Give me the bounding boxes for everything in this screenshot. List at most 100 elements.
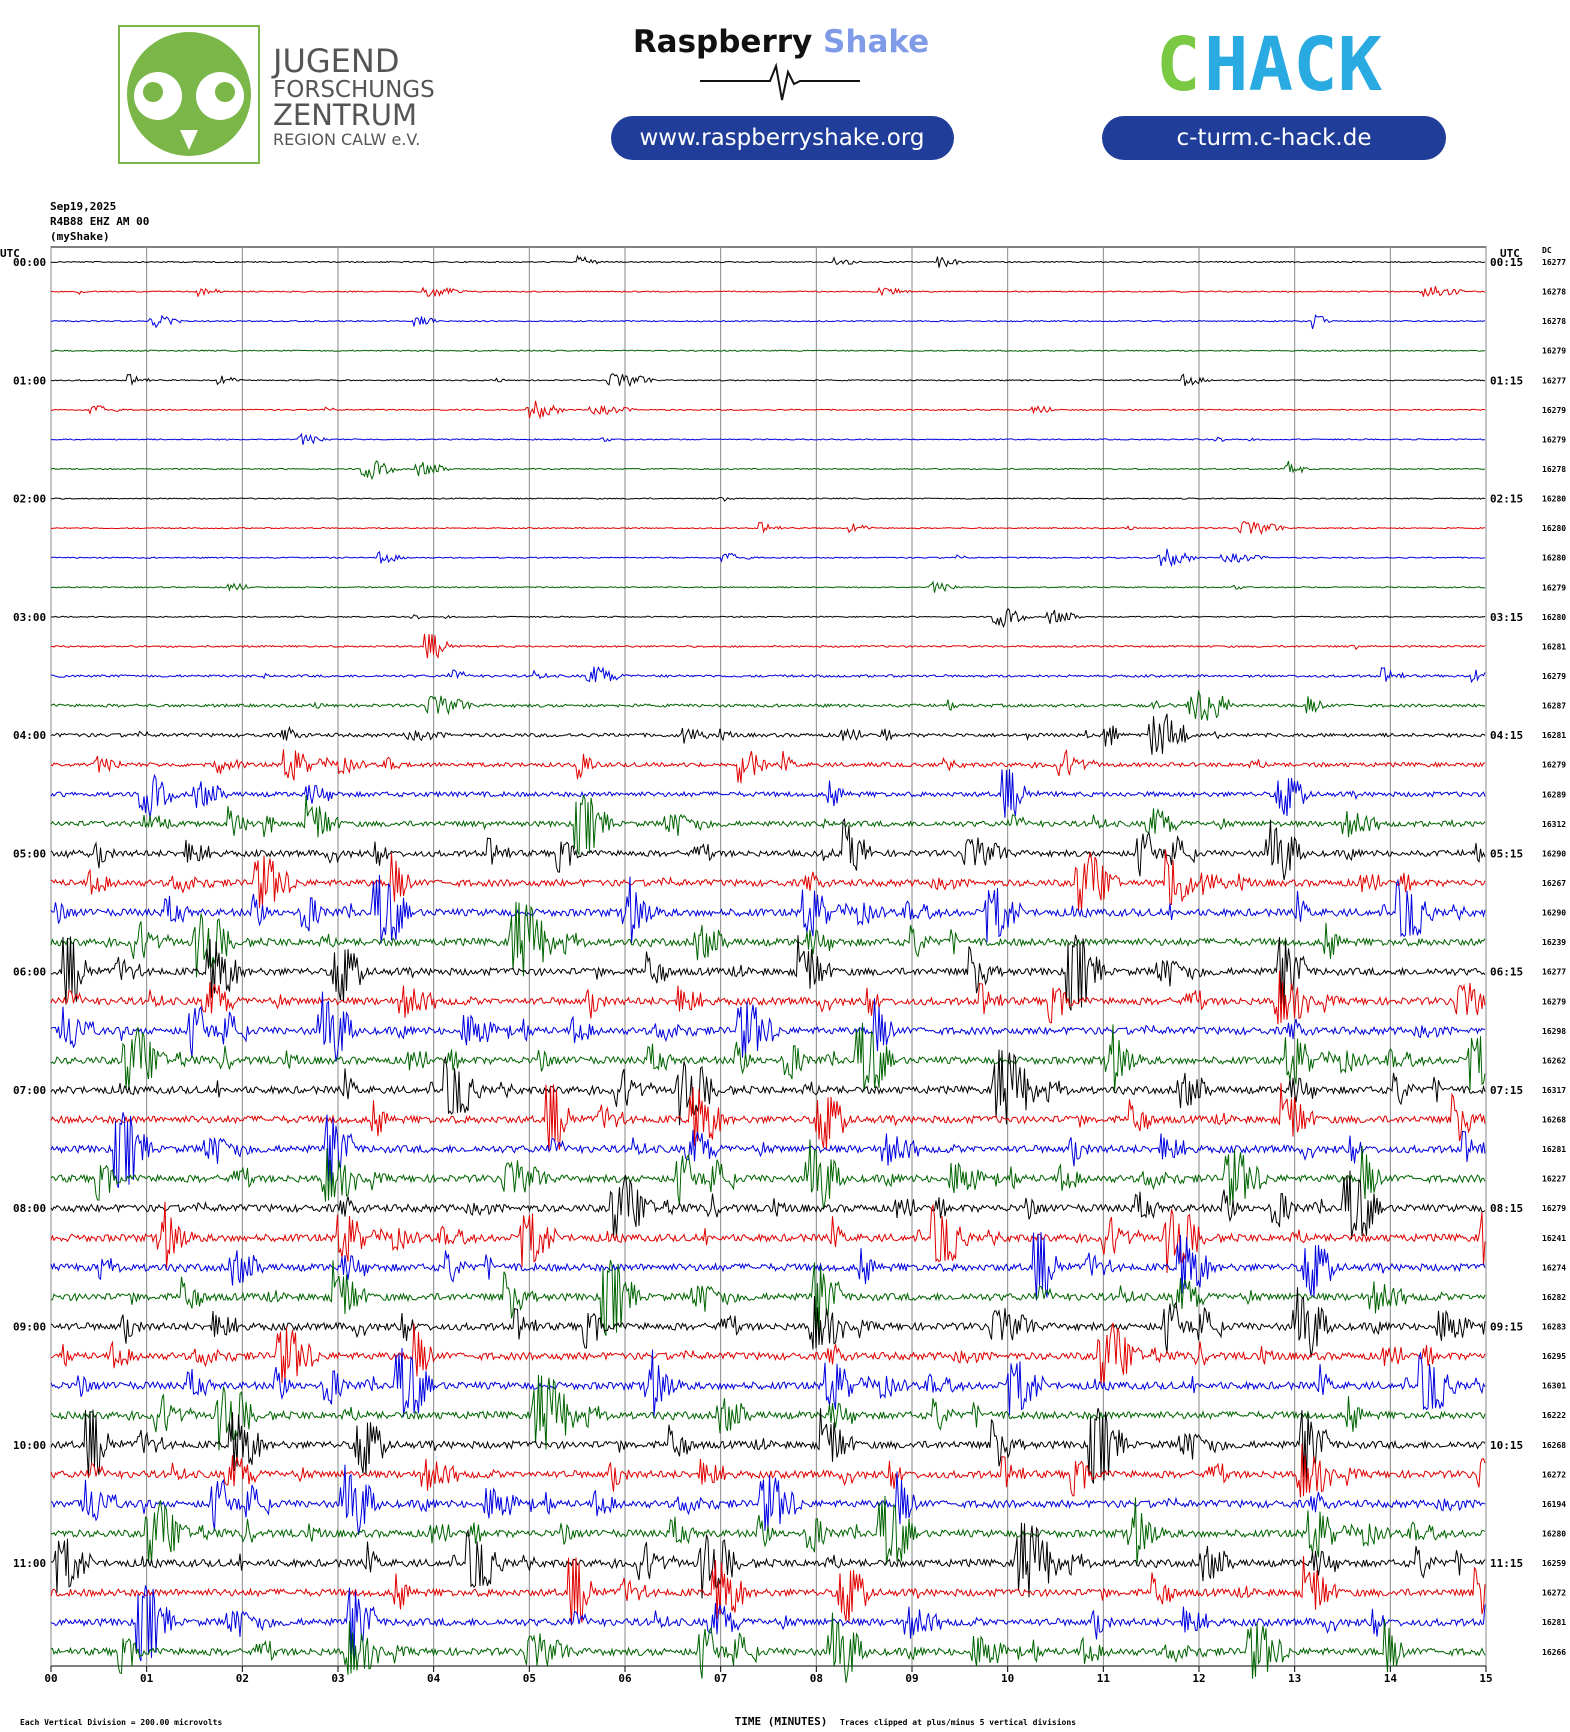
trace <box>50 432 1485 445</box>
station-network: (myShake) <box>50 230 110 243</box>
dc-value: 16277 <box>1542 968 1566 977</box>
trace <box>50 1232 1486 1301</box>
dc-value: 16312 <box>1542 820 1566 829</box>
logo-pupil <box>143 82 163 102</box>
rs-title: Raspberry Shake <box>633 24 929 60</box>
trace <box>50 1170 1486 1240</box>
trace <box>50 1347 1486 1417</box>
trace <box>50 817 1486 881</box>
dc-value: 16290 <box>1542 849 1566 858</box>
plot-frame <box>50 246 1487 1667</box>
right-header: UTC <box>1500 247 1520 260</box>
dc-value: 16295 <box>1542 1352 1566 1361</box>
x-tick-label: 09 <box>905 1672 918 1685</box>
x-tick-label: 05 <box>523 1672 536 1685</box>
trace <box>50 1049 1486 1126</box>
trace <box>50 1556 1486 1626</box>
x-tick-label: 15 <box>1479 1672 1492 1685</box>
left-time-label: 09:00 <box>13 1321 46 1334</box>
x-tick-label: 02 <box>236 1672 249 1685</box>
dc-value: 16281 <box>1542 731 1566 740</box>
rs-title-1: Raspberry <box>633 24 812 60</box>
x-tick-label: 14 <box>1384 1672 1398 1685</box>
left-time-label: 08:00 <box>13 1202 46 1215</box>
trace <box>50 314 1486 330</box>
trace <box>50 1112 1486 1188</box>
dc-value: 16266 <box>1542 1648 1566 1657</box>
x-tick-label: 04 <box>427 1672 441 1685</box>
trace <box>50 286 1486 298</box>
dc-value: 16301 <box>1542 1382 1566 1391</box>
x-tick-label: 03 <box>331 1672 344 1685</box>
left-time-label: 05:00 <box>13 847 46 860</box>
dc-value: 16279 <box>1542 347 1566 356</box>
right-time-label: 06:15 <box>1490 966 1523 979</box>
left-time-label: 01:00 <box>13 374 46 387</box>
left-time-label: 06:00 <box>13 966 46 979</box>
trace <box>50 901 1486 978</box>
trace <box>50 970 1486 1025</box>
trace <box>50 521 1486 535</box>
trace <box>50 689 1486 721</box>
trace <box>50 748 1486 784</box>
logo-frame <box>118 25 260 164</box>
dc-value: 16277 <box>1542 258 1566 267</box>
dc-value: 16281 <box>1542 642 1566 651</box>
x-tick-label: 00 <box>44 1672 57 1685</box>
x-tick-label: 12 <box>1192 1672 1205 1685</box>
chack-pill[interactable] <box>1102 116 1446 160</box>
trace <box>50 1322 1486 1386</box>
dc-value: 16227 <box>1542 1175 1566 1184</box>
left-time-label: 03:00 <box>13 611 46 624</box>
trace <box>50 874 1486 944</box>
logo-text: ZENTRUM <box>273 98 417 132</box>
station-channel: R4B88 EHZ AM 00 <box>50 215 149 228</box>
trace <box>50 460 1486 481</box>
dc-value: 16283 <box>1542 1323 1566 1332</box>
trace <box>50 713 1486 755</box>
dc-value: 16282 <box>1542 1293 1566 1302</box>
trace <box>50 934 1486 1011</box>
dc-value: 16272 <box>1542 1470 1566 1479</box>
dc-value: 16222 <box>1542 1411 1566 1420</box>
footer-clip: Traces clipped at plus/minus 5 vertical … <box>840 1717 1076 1727</box>
right-time-label: 03:15 <box>1490 611 1523 624</box>
rs-wave <box>700 62 860 101</box>
trace <box>50 1374 1486 1451</box>
trace <box>50 794 1486 857</box>
trace <box>50 991 1486 1062</box>
rs-url[interactable]: www.raspberryshake.org <box>640 125 925 151</box>
right-time-label: 05:15 <box>1490 847 1523 860</box>
logo-beak <box>180 130 198 150</box>
x-tick-label: 10 <box>1001 1672 1014 1685</box>
trace <box>50 373 1486 388</box>
logo-pupil <box>215 82 235 102</box>
trace <box>50 1612 1486 1683</box>
trace <box>50 497 1486 502</box>
dc-value: 16277 <box>1542 376 1566 385</box>
trace <box>50 1443 1486 1498</box>
right-time-label: 02:15 <box>1490 493 1523 506</box>
right-time-label: 01:15 <box>1490 374 1523 387</box>
dc-value: 16279 <box>1542 1204 1566 1213</box>
left-time-label: 07:00 <box>13 1084 46 1097</box>
rs-pill[interactable] <box>611 116 954 160</box>
footer-scale: Each Vertical Division = 200.00 microvol… <box>20 1717 222 1727</box>
dc-value: 16272 <box>1542 1589 1566 1598</box>
dc-value: 16262 <box>1542 1056 1566 1065</box>
dc-value: 16287 <box>1542 702 1566 711</box>
trace <box>50 349 1486 352</box>
right-time-label: 08:15 <box>1490 1202 1523 1215</box>
trace <box>50 1495 1486 1565</box>
dc-value: 16267 <box>1542 879 1566 888</box>
chack-url[interactable]: c-turm.c-hack.de <box>1177 125 1372 151</box>
dc-value: 16241 <box>1542 1234 1566 1243</box>
trace <box>51 1259 1486 1336</box>
trace <box>50 580 1486 593</box>
trace <box>50 254 1485 268</box>
rs-title-2: Shake <box>823 24 929 60</box>
x-tick-label: 11 <box>1097 1672 1111 1685</box>
trace <box>50 666 1486 684</box>
left-time-label: 04:00 <box>13 729 46 742</box>
dc-value: 16279 <box>1542 435 1566 444</box>
